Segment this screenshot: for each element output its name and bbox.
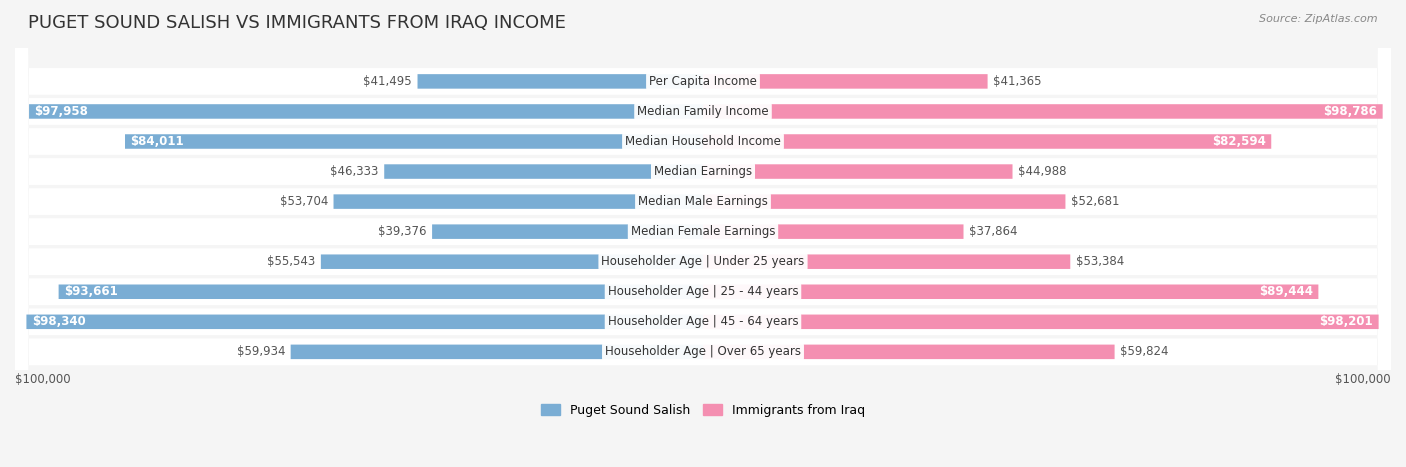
FancyBboxPatch shape bbox=[321, 255, 703, 269]
FancyBboxPatch shape bbox=[15, 0, 1391, 467]
FancyBboxPatch shape bbox=[418, 74, 703, 89]
Text: $98,786: $98,786 bbox=[1323, 105, 1376, 118]
Text: $55,543: $55,543 bbox=[267, 255, 315, 268]
FancyBboxPatch shape bbox=[703, 225, 963, 239]
Text: $82,594: $82,594 bbox=[1212, 135, 1265, 148]
Text: $98,340: $98,340 bbox=[32, 315, 86, 328]
Text: $44,988: $44,988 bbox=[1018, 165, 1067, 178]
FancyBboxPatch shape bbox=[125, 134, 703, 149]
FancyBboxPatch shape bbox=[703, 315, 1379, 329]
FancyBboxPatch shape bbox=[703, 104, 1382, 119]
Text: $100,000: $100,000 bbox=[1336, 373, 1391, 386]
FancyBboxPatch shape bbox=[30, 104, 703, 119]
Text: $59,824: $59,824 bbox=[1121, 346, 1168, 358]
FancyBboxPatch shape bbox=[15, 0, 1391, 467]
FancyBboxPatch shape bbox=[703, 345, 1115, 359]
FancyBboxPatch shape bbox=[384, 164, 703, 179]
FancyBboxPatch shape bbox=[27, 315, 703, 329]
Text: Median Female Earnings: Median Female Earnings bbox=[631, 225, 775, 238]
Text: Median Earnings: Median Earnings bbox=[654, 165, 752, 178]
Text: Median Household Income: Median Household Income bbox=[626, 135, 780, 148]
Text: Householder Age | Over 65 years: Householder Age | Over 65 years bbox=[605, 346, 801, 358]
Text: $52,681: $52,681 bbox=[1071, 195, 1119, 208]
FancyBboxPatch shape bbox=[15, 0, 1391, 467]
FancyBboxPatch shape bbox=[15, 0, 1391, 467]
FancyBboxPatch shape bbox=[59, 284, 703, 299]
Text: $100,000: $100,000 bbox=[15, 373, 70, 386]
Text: Householder Age | 25 - 44 years: Householder Age | 25 - 44 years bbox=[607, 285, 799, 298]
Text: Median Family Income: Median Family Income bbox=[637, 105, 769, 118]
Text: $53,384: $53,384 bbox=[1076, 255, 1123, 268]
Legend: Puget Sound Salish, Immigrants from Iraq: Puget Sound Salish, Immigrants from Iraq bbox=[536, 399, 870, 422]
Text: $84,011: $84,011 bbox=[131, 135, 184, 148]
FancyBboxPatch shape bbox=[703, 74, 987, 89]
FancyBboxPatch shape bbox=[291, 345, 703, 359]
FancyBboxPatch shape bbox=[703, 284, 1319, 299]
Text: Householder Age | 45 - 64 years: Householder Age | 45 - 64 years bbox=[607, 315, 799, 328]
FancyBboxPatch shape bbox=[703, 255, 1070, 269]
Text: Householder Age | Under 25 years: Householder Age | Under 25 years bbox=[602, 255, 804, 268]
Text: $93,661: $93,661 bbox=[65, 285, 118, 298]
FancyBboxPatch shape bbox=[15, 0, 1391, 467]
Text: $41,495: $41,495 bbox=[363, 75, 412, 88]
Text: Source: ZipAtlas.com: Source: ZipAtlas.com bbox=[1260, 14, 1378, 24]
FancyBboxPatch shape bbox=[15, 0, 1391, 467]
Text: $59,934: $59,934 bbox=[236, 346, 285, 358]
Text: $53,704: $53,704 bbox=[280, 195, 328, 208]
Text: $98,201: $98,201 bbox=[1319, 315, 1374, 328]
Text: $37,864: $37,864 bbox=[969, 225, 1018, 238]
Text: Per Capita Income: Per Capita Income bbox=[650, 75, 756, 88]
FancyBboxPatch shape bbox=[15, 0, 1391, 467]
FancyBboxPatch shape bbox=[703, 134, 1271, 149]
Text: Median Male Earnings: Median Male Earnings bbox=[638, 195, 768, 208]
FancyBboxPatch shape bbox=[703, 194, 1066, 209]
FancyBboxPatch shape bbox=[333, 194, 703, 209]
FancyBboxPatch shape bbox=[432, 225, 703, 239]
Text: $97,958: $97,958 bbox=[35, 105, 89, 118]
FancyBboxPatch shape bbox=[15, 0, 1391, 467]
FancyBboxPatch shape bbox=[703, 164, 1012, 179]
Text: $41,365: $41,365 bbox=[993, 75, 1042, 88]
Text: $46,333: $46,333 bbox=[330, 165, 378, 178]
Text: $39,376: $39,376 bbox=[378, 225, 426, 238]
FancyBboxPatch shape bbox=[15, 0, 1391, 467]
Text: $89,444: $89,444 bbox=[1258, 285, 1313, 298]
Text: PUGET SOUND SALISH VS IMMIGRANTS FROM IRAQ INCOME: PUGET SOUND SALISH VS IMMIGRANTS FROM IR… bbox=[28, 14, 567, 32]
FancyBboxPatch shape bbox=[15, 0, 1391, 467]
